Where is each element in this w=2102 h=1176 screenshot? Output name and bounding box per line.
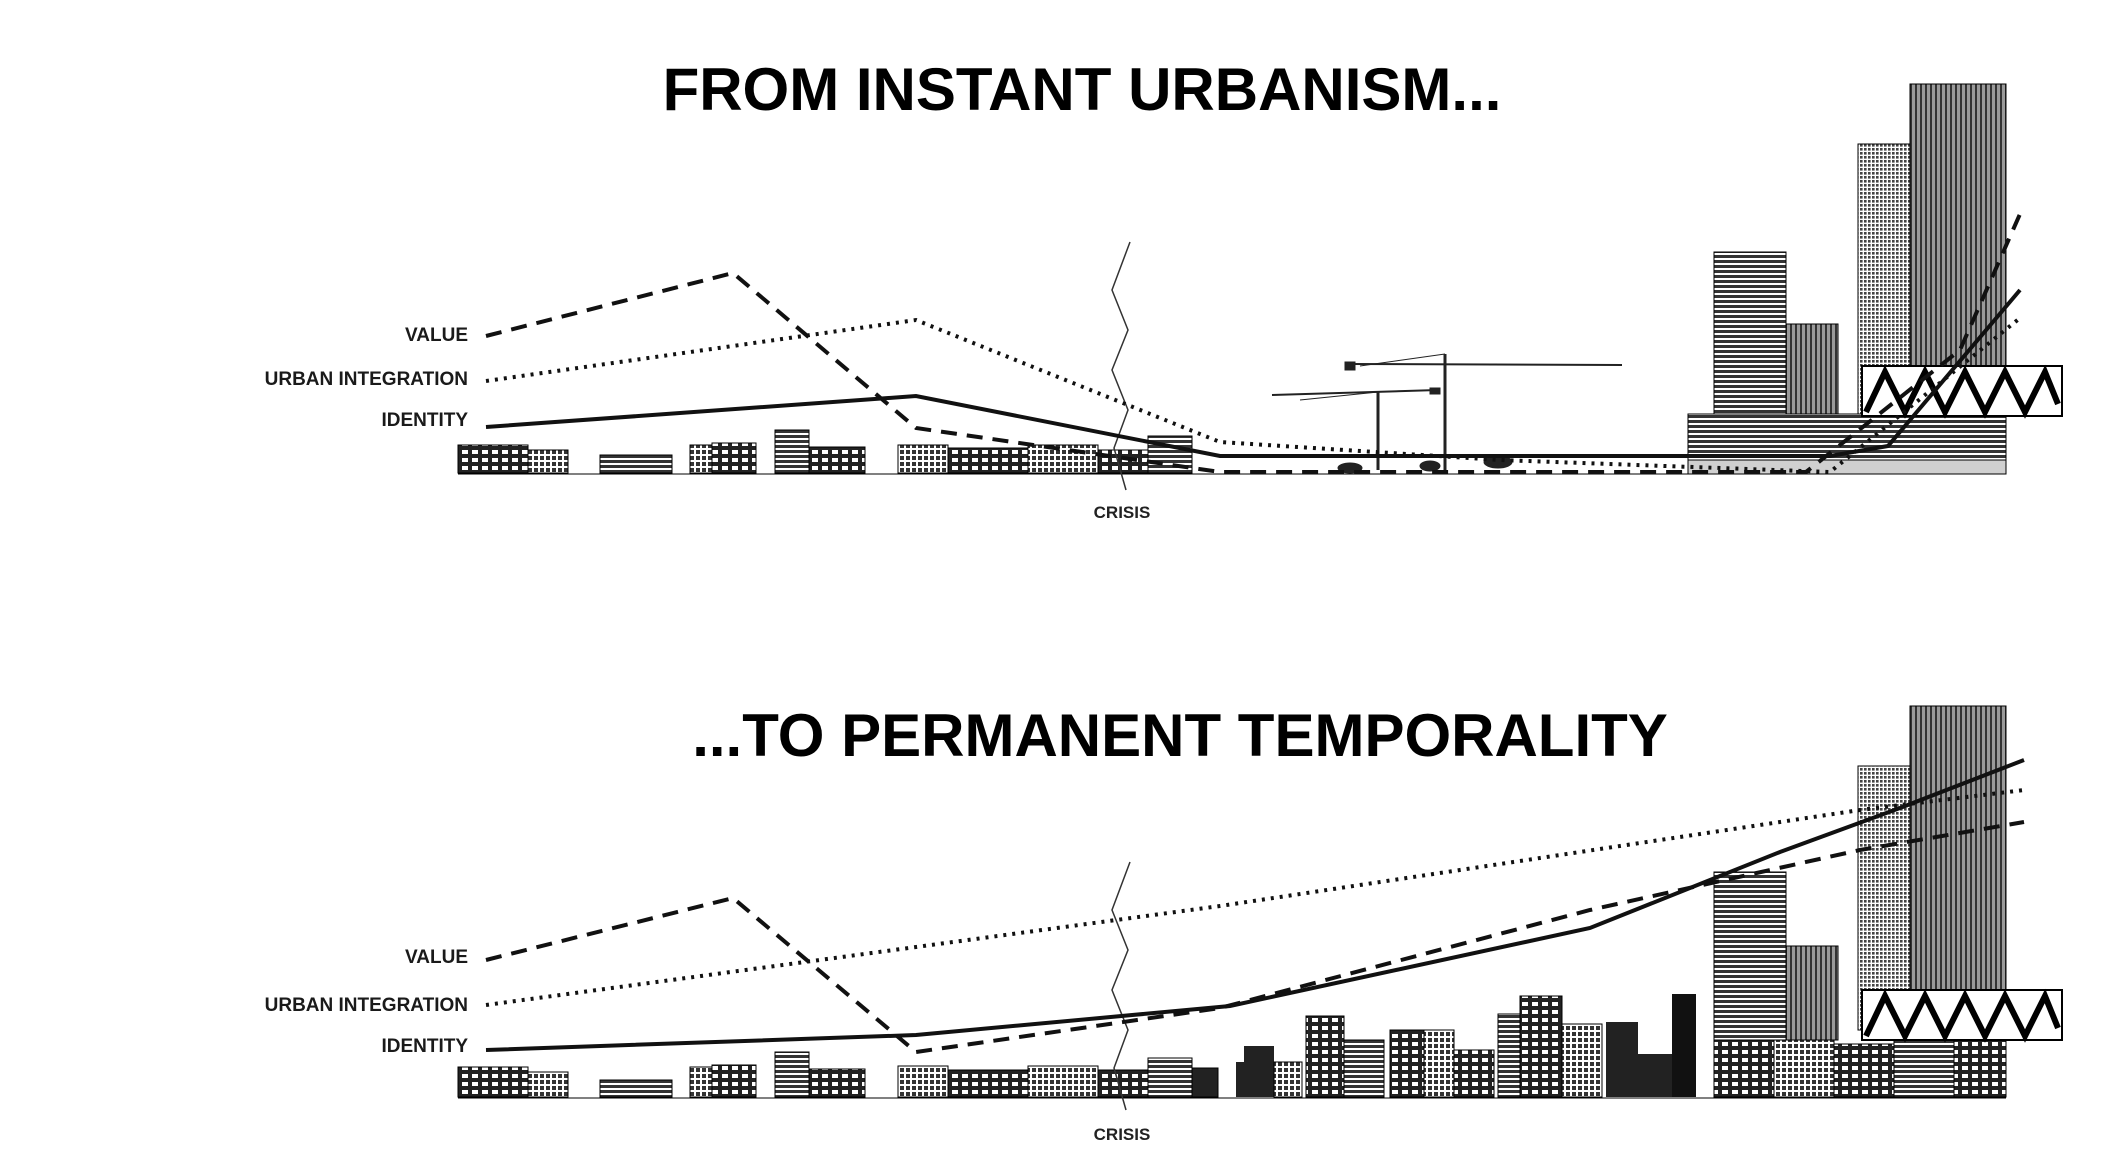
- legend-value: VALUE: [405, 325, 468, 346]
- building: [1519, 995, 1563, 1098]
- building: [1273, 1061, 1303, 1098]
- tower: [1785, 945, 1839, 1041]
- building: [1561, 1023, 1603, 1098]
- building: [457, 444, 529, 474]
- building: [1638, 1054, 1672, 1097]
- building: [1713, 1039, 1775, 1098]
- building: [1097, 1069, 1149, 1098]
- urban-integration-line: [485, 788, 2025, 1007]
- building: [599, 1079, 673, 1098]
- building: [689, 444, 713, 474]
- building: [1027, 444, 1099, 474]
- legend-value: VALUE: [405, 947, 468, 968]
- building: [1773, 1029, 1835, 1098]
- building: [1244, 1046, 1274, 1097]
- building: [897, 1065, 949, 1098]
- legend-identity: IDENTITY: [381, 1036, 468, 1057]
- crisis-label: CRISIS: [1094, 503, 1151, 522]
- tower: [1713, 251, 1787, 415]
- legend-urban-integration: URBAN INTEGRATION: [265, 995, 468, 1016]
- building: [1606, 1022, 1638, 1097]
- tower-cluster: [1687, 83, 2063, 475]
- building: [774, 429, 810, 474]
- legend-identity: IDENTITY: [381, 410, 468, 431]
- building: [1147, 1057, 1193, 1098]
- building: [1672, 994, 1696, 1097]
- building: [1453, 1049, 1495, 1098]
- building: [1423, 1029, 1455, 1098]
- building: [947, 447, 1029, 474]
- bridge-truss-zigzag: [1863, 364, 2061, 419]
- building: [808, 446, 866, 474]
- building: [1833, 1043, 1895, 1098]
- legend-urban-integration: URBAN INTEGRATION: [265, 369, 468, 390]
- building: [527, 449, 569, 474]
- crisis-zigzag: [1111, 241, 1131, 491]
- tower: [1785, 323, 1839, 415]
- building: [774, 1051, 810, 1098]
- building: [1191, 1067, 1219, 1098]
- panel-instant-urbanism: FROM INSTANT URBANISM... VALUE URBAN INT…: [265, 56, 2063, 522]
- building: [599, 454, 673, 474]
- tower: [1713, 871, 1787, 1041]
- panel-permanent-temporality: ...TO PERMANENT TEMPORALITY VALUE URBAN …: [265, 702, 2063, 1144]
- tower: [1909, 705, 2007, 1031]
- tower: [1909, 83, 2007, 415]
- building: [947, 1069, 1029, 1098]
- panel-title: ...TO PERMANENT TEMPORALITY: [692, 702, 1668, 769]
- building: [527, 1071, 569, 1098]
- identity-line: [485, 288, 2022, 458]
- building: [711, 442, 757, 474]
- tower-cluster: [1713, 705, 2063, 1043]
- value-line: [485, 820, 2025, 1055]
- building: [689, 1066, 713, 1098]
- bridge-truss-zigzag: [1863, 988, 2061, 1043]
- building: [1953, 1029, 2007, 1098]
- identity-line: [485, 758, 2025, 1052]
- building: [1305, 1015, 1345, 1098]
- building: [1389, 1029, 1425, 1098]
- new-development: [1236, 994, 2007, 1098]
- building: [897, 444, 949, 474]
- building: [808, 1068, 866, 1098]
- crisis-label: CRISIS: [1094, 1125, 1151, 1144]
- panel-title: FROM INSTANT URBANISM...: [663, 56, 1502, 123]
- existing-buildings: [457, 1051, 1219, 1098]
- crisis-zigzag: [1111, 861, 1131, 1111]
- building: [711, 1064, 757, 1098]
- existing-buildings: [457, 429, 1193, 474]
- building: [457, 1066, 529, 1098]
- building: [1343, 1039, 1385, 1098]
- building: [1027, 1065, 1099, 1098]
- urban-integration-line: [485, 316, 2022, 475]
